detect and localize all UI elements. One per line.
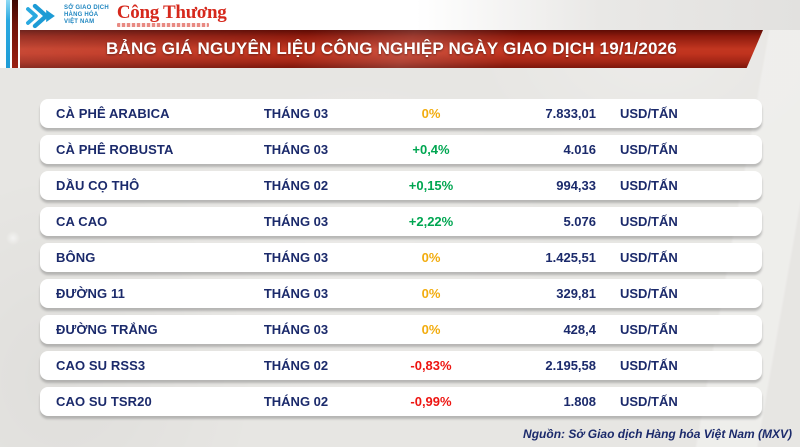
- commodity-name: CÀ PHÊ ARABICA: [56, 106, 170, 121]
- contract-month: THÁNG 03: [263, 214, 329, 229]
- table-row: CÀ PHÊ ARABICA THÁNG 03 0% 7.833,01 USD/…: [40, 99, 762, 128]
- change-percent: 0%: [421, 250, 441, 265]
- price-value: 329,81: [556, 286, 596, 301]
- commodity-name: CAO SU RSS3: [56, 358, 146, 373]
- change-percent: +0,4%: [412, 142, 450, 157]
- change-percent: 0%: [421, 106, 441, 121]
- price-unit: USD/TẤN: [620, 250, 678, 265]
- contract-month: THÁNG 02: [263, 358, 329, 373]
- table-row: DẦU CỌ THÔ THÁNG 02 +0,15% 994,33 USD/TẤ…: [40, 171, 762, 200]
- table-row: CAO SU TSR20 THÁNG 02 -0,99% 1.808 USD/T…: [40, 387, 762, 416]
- mxv-logo-line: HÀNG HÓA: [64, 12, 99, 18]
- price-unit: USD/TẤN: [620, 214, 678, 229]
- price-table: CÀ PHÊ ARABICA THÁNG 03 0% 7.833,01 USD/…: [40, 99, 762, 423]
- table-row: ĐƯỜNG 11 THÁNG 03 0% 329,81 USD/TẤN: [40, 279, 762, 308]
- price-unit: USD/TẤN: [620, 322, 678, 337]
- price-unit: USD/TẤN: [620, 178, 678, 193]
- mxv-chevron-diamond-icon: [26, 3, 55, 28]
- congthuong-logo-tagline: [116, 23, 209, 27]
- change-percent: 0%: [421, 286, 441, 301]
- title-banner: BẢNG GIÁ NGUYÊN LIỆU CÔNG NGHIỆP NGÀY GI…: [20, 30, 763, 68]
- contract-month: THÁNG 03: [263, 250, 329, 265]
- price-value: 428,4: [563, 322, 596, 337]
- left-accent-stripe-maroon: [12, 0, 18, 68]
- price-value: 1.425,51: [545, 250, 596, 265]
- commodity-name: CAO SU TSR20: [56, 394, 152, 409]
- left-accent-stripe-blue: [6, 0, 10, 68]
- contract-month: THÁNG 02: [263, 178, 329, 193]
- mxv-logo-line: SỞ GIAO DỊCH: [64, 5, 109, 11]
- change-percent: 0%: [421, 322, 441, 337]
- change-percent: -0,83%: [410, 358, 452, 373]
- contract-month: THÁNG 03: [263, 286, 329, 301]
- contract-month: THÁNG 03: [263, 106, 329, 121]
- logo-bar: SỞ GIAO DỊCH HÀNG HÓA VIỆT NAM Công Thươ…: [23, 2, 227, 29]
- change-percent: +2,22%: [408, 214, 454, 229]
- congthuong-logo: Công Thương: [116, 2, 227, 27]
- price-unit: USD/TẤN: [620, 394, 678, 409]
- table-row: BÔNG THÁNG 03 0% 1.425,51 USD/TẤN: [40, 243, 762, 272]
- price-value: 994,33: [556, 178, 596, 193]
- price-unit: USD/TẤN: [620, 142, 678, 157]
- commodity-name: CÀ PHÊ ROBUSTA: [56, 142, 174, 157]
- mxv-logo-text: SỞ GIAO DỊCH HÀNG HÓA VIỆT NAM: [64, 5, 109, 26]
- contract-month: THÁNG 03: [263, 142, 329, 157]
- header-left-panel: [0, 0, 22, 68]
- price-value: 2.195,58: [545, 358, 596, 373]
- contract-month: THÁNG 03: [263, 322, 329, 337]
- table-row: CA CAO THÁNG 03 +2,22% 5.076 USD/TẤN: [40, 207, 762, 236]
- price-unit: USD/TẤN: [620, 358, 678, 373]
- commodity-name: CA CAO: [56, 214, 108, 229]
- mxv-logo-line: VIỆT NAM: [64, 19, 95, 25]
- price-value: 1.808: [563, 394, 596, 409]
- contract-month: THÁNG 02: [263, 394, 329, 409]
- table-row: ĐƯỜNG TRẮNG THÁNG 03 0% 428,4 USD/TẤN: [40, 315, 762, 344]
- commodity-name: ĐƯỜNG 11: [56, 286, 125, 301]
- price-value: 7.833,01: [545, 106, 596, 121]
- commodity-name: DẦU CỌ THÔ: [56, 178, 140, 193]
- price-value: 5.076: [563, 214, 596, 229]
- change-percent: +0,15%: [408, 178, 454, 193]
- price-unit: USD/TẤN: [620, 106, 678, 121]
- source-attribution: Nguồn: Sở Giao dịch Hàng hóa Việt Nam (M…: [523, 427, 792, 441]
- congthuong-logo-title: Công Thương: [116, 2, 227, 23]
- price-value: 4.016: [563, 142, 596, 157]
- table-row: CÀ PHÊ ROBUSTA THÁNG 03 +0,4% 4.016 USD/…: [40, 135, 762, 164]
- commodity-name: BÔNG: [56, 250, 96, 265]
- commodity-name: ĐƯỜNG TRẮNG: [56, 322, 158, 337]
- table-row: CAO SU RSS3 THÁNG 02 -0,83% 2.195,58 USD…: [40, 351, 762, 380]
- page-title: BẢNG GIÁ NGUYÊN LIỆU CÔNG NGHIỆP NGÀY GI…: [106, 39, 677, 58]
- price-unit: USD/TẤN: [620, 286, 678, 301]
- change-percent: -0,99%: [410, 394, 452, 409]
